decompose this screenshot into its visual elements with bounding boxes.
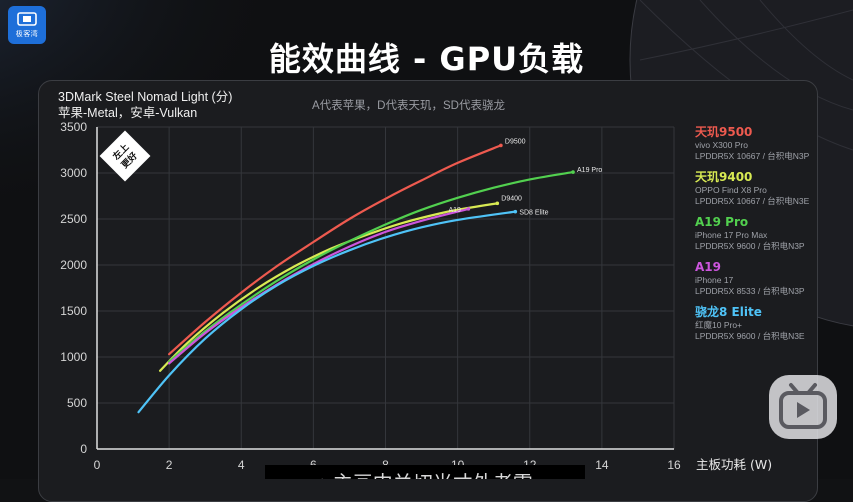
x-tick-label: 2 <box>166 458 173 472</box>
series-end-label: D9400 <box>501 195 522 202</box>
y-tick-label: 2000 <box>60 258 87 272</box>
x-tick-label: 4 <box>238 458 245 472</box>
legend-item: A19 iPhone 17 LPDDR5X 8533 / 台积电N3P <box>695 260 845 297</box>
y-tick-label: 3500 <box>60 120 87 134</box>
series-line-a19-pro <box>168 171 575 363</box>
y-tick-label: 3000 <box>60 166 87 180</box>
series-line-d9400 <box>159 202 499 372</box>
bilibili-tv-button[interactable] <box>769 375 837 439</box>
video-subtitle-text: ↓ 主画中关切光才外老雷 <box>265 467 585 479</box>
channel-logo: 极客湾 <box>8 6 46 44</box>
chart-note: A代表苹果，D代表天玑，SD代表骁龙 <box>312 100 505 112</box>
legend-device: 红魔10 Pro+ <box>695 320 743 330</box>
legend-spec: LPDDR5X 10667 / 台积电N3P <box>695 151 810 161</box>
legend-series-name: A19 <box>695 260 721 274</box>
chip-icon <box>17 12 37 26</box>
series-line-a19 <box>168 207 470 365</box>
video-subtitle: ↓ 主画中关切光才外老雷 <box>265 465 585 479</box>
legend-item: A19 Pro iPhone 17 Pro Max LPDDR5X 9600 / 台… <box>695 215 845 252</box>
y-tick-label: 2500 <box>60 212 87 226</box>
channel-logo-text: 极客湾 <box>15 31 39 38</box>
y-tick-label: 1500 <box>60 304 87 318</box>
legend-spec: LPDDR5X 9600 / 台积电N3P <box>695 241 805 251</box>
chart-panel <box>38 80 818 502</box>
series-line-sd8-elite <box>137 210 517 414</box>
better-badge: 左上 更好 <box>99 130 151 182</box>
series-end-label: D9500 <box>505 138 526 145</box>
legend-series-name: 天玑9500 <box>695 125 753 139</box>
x-axis-title: 主板功耗 (W) <box>696 457 772 472</box>
legend-item: 天玑9400 OPPO Find X8 Pro LPDDR5X 10667 / 台积… <box>695 170 845 207</box>
y-tick-label: 0 <box>80 442 87 456</box>
legend-series-name: 骁龙8 Elite <box>695 305 762 319</box>
x-tick-label: 16 <box>667 458 681 472</box>
legend-spec: LPDDR5X 8533 / 台积电N3P <box>695 286 805 296</box>
legend-spec: LPDDR5X 9600 / 台积电N3E <box>695 331 805 341</box>
page-title: 能效曲线 - GPU负载 <box>268 40 585 78</box>
series-endpoint <box>466 207 471 211</box>
series-endpoint <box>571 170 575 174</box>
x-tick-label: 14 <box>595 458 609 472</box>
y-tick-label: 1000 <box>60 350 87 364</box>
series-end-label: A19 <box>448 207 461 214</box>
legend-item: 天玑9500 vivo X300 Pro LPDDR5X 10667 / 台积电N3… <box>695 125 845 162</box>
y-axis-title: 3DMark Steel Nomad Light (分) <box>58 90 233 104</box>
y-tick-label: 500 <box>67 396 87 410</box>
legend-device: iPhone 17 <box>695 275 734 285</box>
bilibili-tv-icon <box>779 383 827 429</box>
legend-item: 骁龙8 Elite 红魔10 Pro+ LPDDR5X 9600 / 台积电N3E <box>695 305 845 342</box>
series-line-d9500 <box>168 144 502 356</box>
series-end-label: SD8 Elite <box>519 210 548 217</box>
chart-legend: 天玑9500 vivo X300 Pro LPDDR5X 10667 / 台积电N3… <box>695 125 845 350</box>
legend-series-name: 天玑9400 <box>695 170 753 184</box>
series-end-label: A19 Pro <box>577 167 602 174</box>
y-axis-subtitle: 苹果-Metal，安卓-Vulkan <box>58 106 198 120</box>
series-endpoint <box>495 201 500 206</box>
legend-spec: LPDDR5X 10667 / 台积电N3E <box>695 196 810 206</box>
legend-device: iPhone 17 Pro Max <box>695 230 768 240</box>
series-endpoint <box>513 209 518 214</box>
legend-series-name: A19 Pro <box>695 215 749 229</box>
legend-device: vivo X300 Pro <box>695 140 748 150</box>
legend-device: OPPO Find X8 Pro <box>695 185 767 195</box>
series-endpoint <box>499 143 503 148</box>
x-tick-label: 0 <box>94 458 101 472</box>
